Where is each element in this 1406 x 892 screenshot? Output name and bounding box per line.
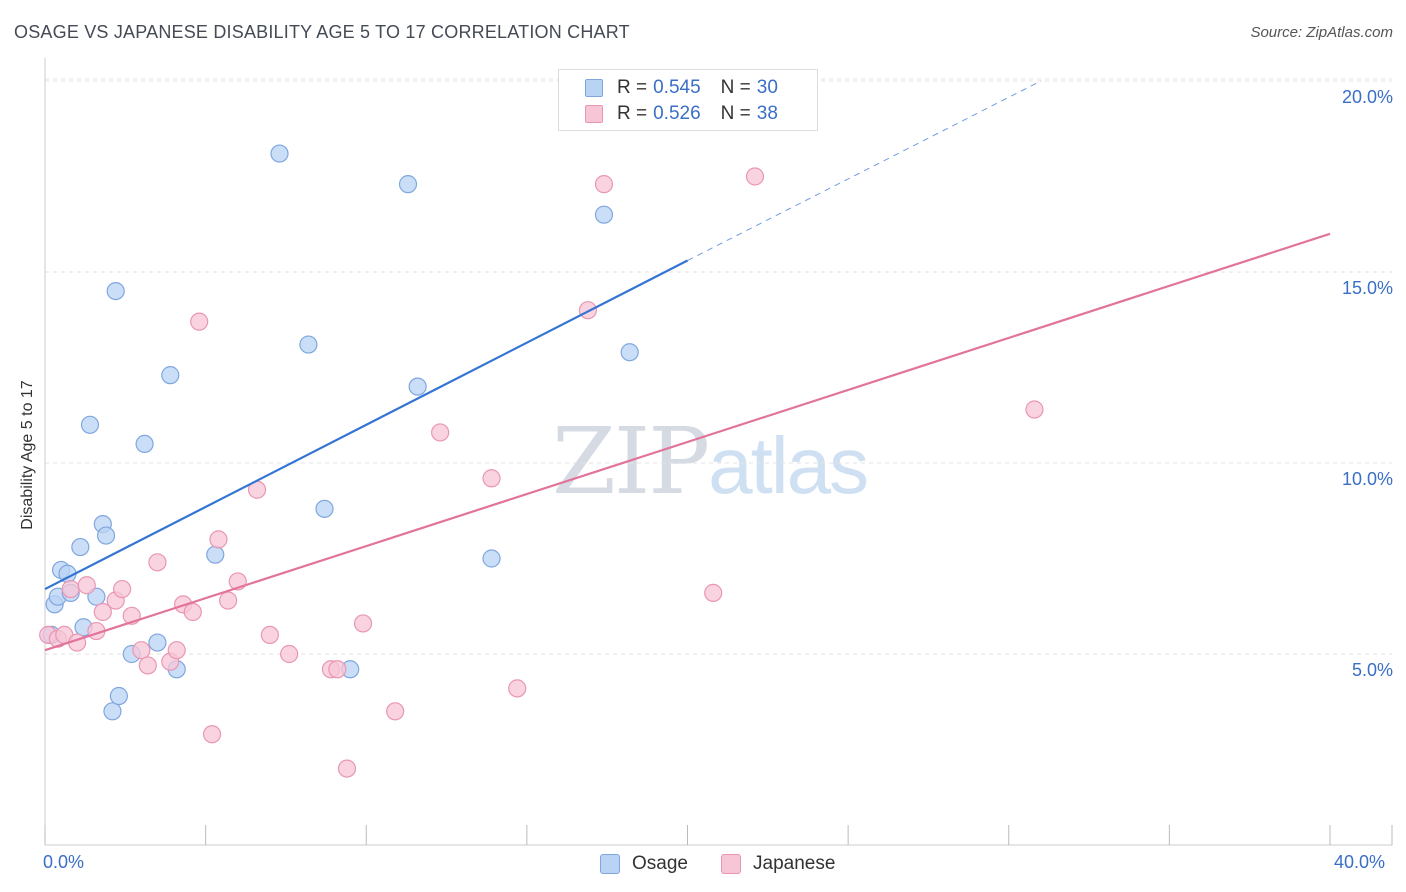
bottom-legend-swatch-japanese (721, 854, 741, 874)
point-japanese-17 (183, 602, 202, 622)
point-japanese-33 (508, 679, 527, 698)
point-japanese-36 (704, 583, 723, 602)
watermark-atlas: atlas (708, 421, 869, 510)
point-japanese-27 (328, 660, 347, 679)
point-osage-21 (270, 144, 289, 163)
point-japanese-29 (353, 614, 373, 633)
point-osage-29 (620, 343, 639, 362)
point-japanese-37 (745, 167, 765, 186)
x-tick-label-max: 40.0% (1334, 852, 1386, 872)
point-japanese-24 (260, 625, 279, 645)
point-osage-25 (398, 175, 418, 194)
point-osage-8 (80, 415, 100, 434)
legend-n-label: N = (720, 77, 751, 98)
legend-n-value-japanese: 38 (756, 103, 778, 124)
x-tick-label-min: 0.0% (43, 852, 85, 872)
bottom-legend-label-japanese: Japanese (753, 853, 836, 874)
legend-r-label: R = (617, 103, 648, 124)
point-japanese-13 (148, 553, 167, 572)
legend-row-japanese: R = 0.526 N = 38 (585, 102, 778, 126)
point-japanese-19 (202, 725, 222, 744)
legend-r-label: R = (617, 77, 648, 98)
point-osage-6 (71, 537, 90, 557)
legend-n-value-osage: 30 (756, 77, 778, 98)
point-japanese-12 (138, 656, 157, 675)
bottom-legend-label-osage: Osage (632, 853, 688, 874)
point-japanese-25 (280, 644, 299, 664)
bottom-legend-japanese: Japanese (721, 851, 835, 877)
point-japanese-3 (61, 579, 80, 599)
watermark-zip: ZIP (552, 408, 710, 515)
legend-n-label: N = (720, 103, 751, 124)
point-japanese-21 (219, 591, 238, 610)
point-japanese-32 (482, 469, 501, 488)
trend-extension-osage (687, 80, 1042, 261)
point-osage-18 (161, 366, 180, 385)
point-osage-14 (106, 282, 125, 301)
y-tick-label-20: 20.0% (1341, 87, 1393, 107)
point-osage-27 (482, 549, 501, 568)
trend-line-osage (44, 259, 689, 591)
legend-swatch-japanese (585, 105, 603, 123)
point-osage-16 (135, 434, 154, 453)
trend-line-japanese (44, 232, 1331, 652)
y-tick-label-5: 5.0% (1351, 660, 1393, 680)
y-tick-label-10: 10.0% (1341, 469, 1393, 489)
point-japanese-9 (112, 579, 132, 599)
point-japanese-5 (77, 576, 96, 595)
chart-title: OSAGE VS JAPANESE DISABILITY AGE 5 TO 17… (14, 22, 630, 42)
point-osage-22 (299, 335, 318, 354)
legend-r-value-japanese: 0.526 (653, 103, 701, 124)
point-japanese-35 (594, 175, 614, 194)
correlation-legend: R = 0.545 N = 30 R = 0.526 N = 38 (558, 69, 818, 131)
point-japanese-30 (386, 702, 405, 721)
point-osage-17 (148, 633, 167, 652)
y-tick-label-15: 15.0% (1341, 278, 1393, 298)
point-japanese-15 (167, 641, 186, 660)
bottom-legend-swatch-osage (600, 854, 620, 874)
point-japanese-7 (93, 602, 112, 622)
point-osage-13 (109, 686, 128, 706)
point-osage-12 (103, 702, 122, 721)
point-osage-23 (315, 499, 334, 518)
point-japanese-11 (132, 641, 151, 660)
point-japanese-20 (209, 530, 228, 549)
bottom-legend-osage: Osage (600, 851, 688, 877)
point-osage-20 (206, 545, 225, 564)
source-label: Source: ZipAtlas.com (1250, 24, 1393, 41)
point-japanese-38 (1025, 400, 1044, 419)
point-osage-28 (594, 205, 614, 224)
point-osage-26 (408, 377, 427, 396)
watermark: ZIPatlas (552, 408, 869, 515)
legend-swatch-osage (585, 79, 603, 97)
point-japanese-31 (431, 423, 450, 442)
point-japanese-34 (578, 301, 598, 320)
point-osage-11 (96, 526, 116, 545)
point-japanese-28 (337, 759, 357, 778)
legend-r-value-osage: 0.545 (653, 77, 701, 98)
point-japanese-18 (190, 312, 209, 331)
legend-row-osage: R = 0.545 N = 30 (585, 76, 778, 100)
